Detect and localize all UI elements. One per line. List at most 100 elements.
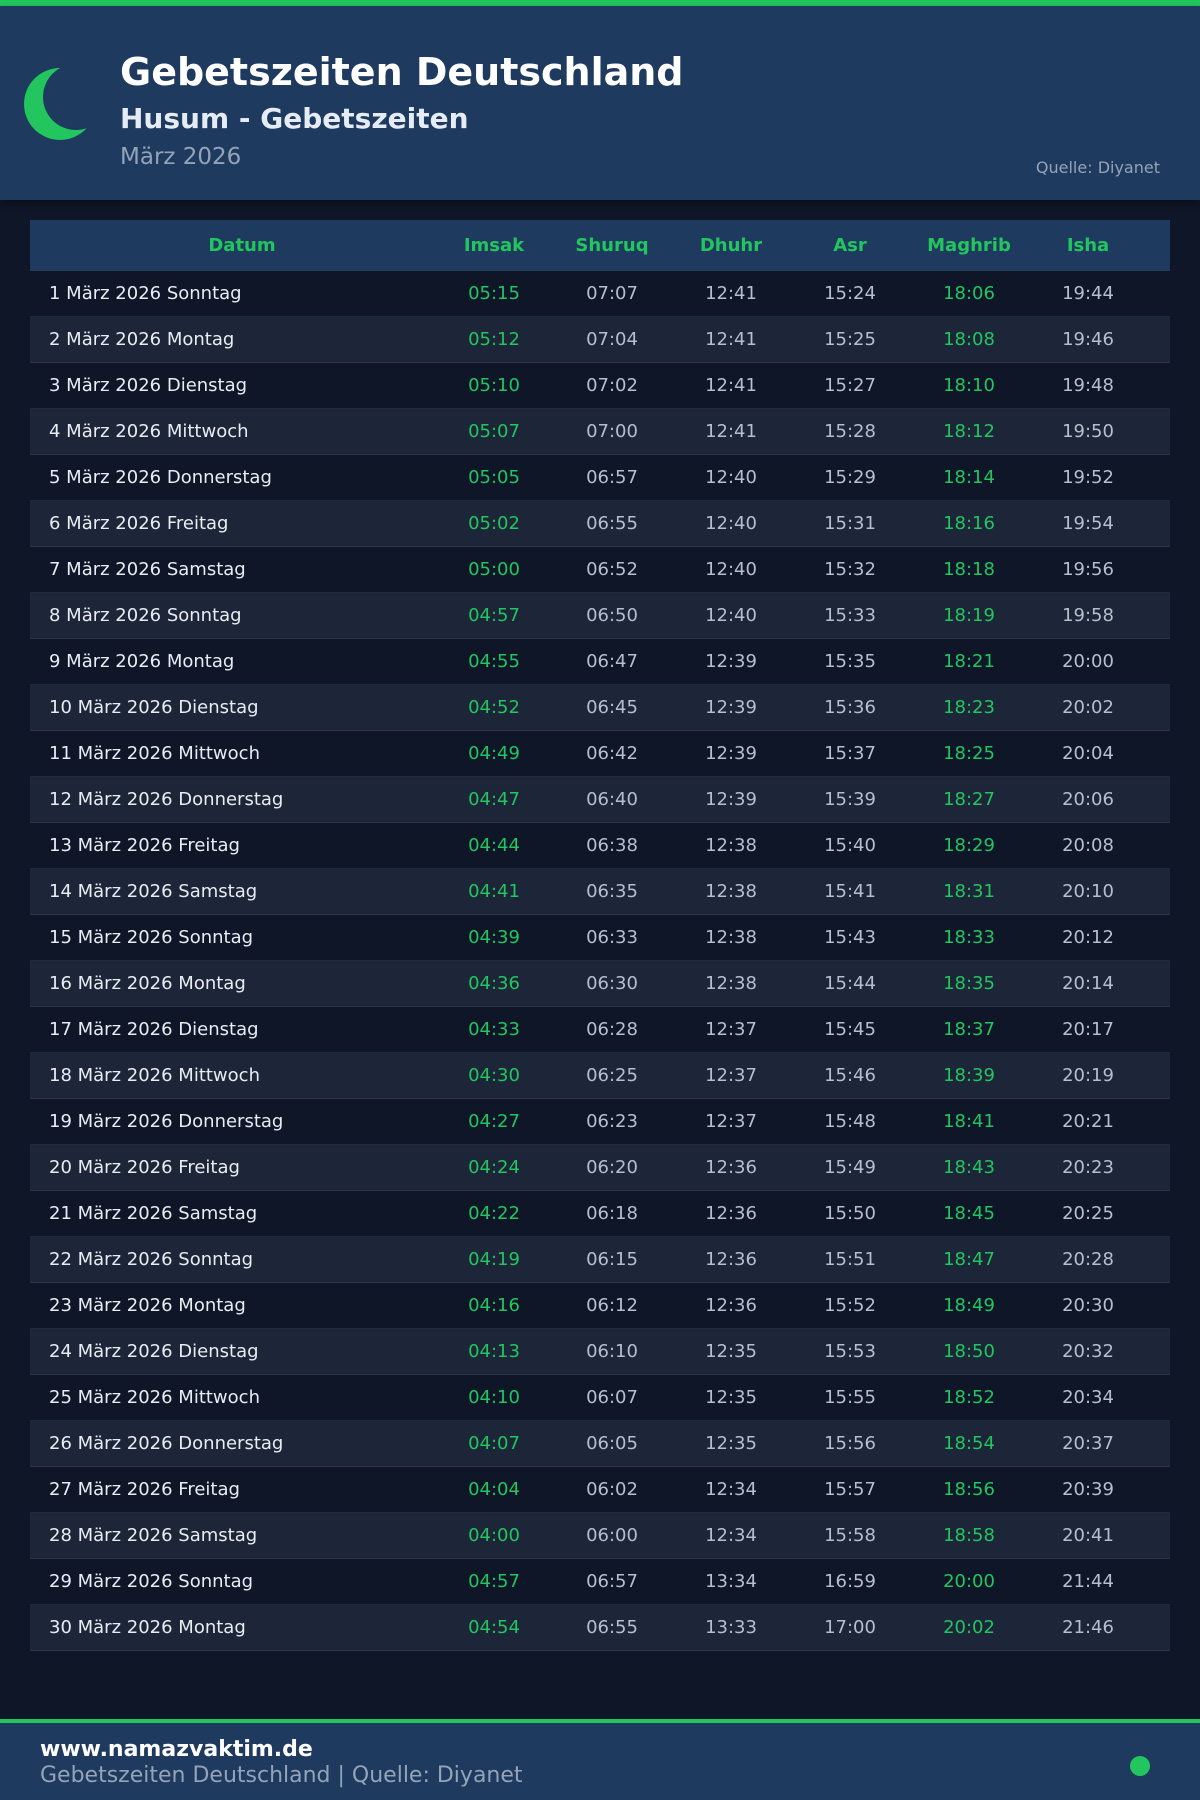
cell-maghrib: 18:50 (943, 1341, 995, 1362)
cell-shuruq: 06:02 (586, 1479, 638, 1500)
cell-dhuhr: 12:39 (705, 789, 757, 810)
table-row: 7 März 2026 Samstag 05:00 06:52 12:40 15:32 1… (30, 547, 1170, 593)
cell-date: 24 März 2026 Dienstag (49, 1341, 259, 1362)
cell-date: 1 März 2026 Sonntag (49, 283, 242, 304)
cell-isha: 20:14 (1062, 973, 1114, 994)
cell-dhuhr: 12:41 (705, 421, 757, 442)
table-row: 15 März 2026 Sonntag 04:39 06:33 12:38 15:43… (30, 915, 1170, 961)
table-row: 19 März 2026 Donnerstag 04:27 06:23 12:37 15… (30, 1099, 1170, 1145)
cell-dhuhr: 12:40 (705, 605, 757, 626)
cell-imsak: 04:47 (468, 789, 520, 810)
cell-dhuhr: 12:39 (705, 651, 757, 672)
cell-imsak: 04:10 (468, 1387, 520, 1408)
cell-dhuhr: 13:34 (705, 1571, 757, 1592)
cell-asr: 17:00 (824, 1617, 876, 1638)
cell-shuruq: 06:52 (586, 559, 638, 580)
cell-dhuhr: 12:36 (705, 1295, 757, 1316)
prayer-times-table: Datum Imsak Shuruq Dhuhr Asr Maghrib Isha 1 Mä… (30, 220, 1170, 1651)
table-row: 3 März 2026 Dienstag 05:10 07:02 12:41 15:27… (30, 363, 1170, 409)
cell-shuruq: 07:00 (586, 421, 638, 442)
cell-shuruq: 07:02 (586, 375, 638, 396)
cell-asr: 15:58 (824, 1525, 876, 1546)
cell-asr: 15:49 (824, 1157, 876, 1178)
cell-shuruq: 06:38 (586, 835, 638, 856)
cell-imsak: 04:49 (468, 743, 520, 764)
column-header-date: Datum (208, 234, 276, 256)
cell-date: 27 März 2026 Freitag (49, 1479, 240, 1500)
cell-dhuhr: 12:35 (705, 1341, 757, 1362)
cell-dhuhr: 12:39 (705, 743, 757, 764)
cell-imsak: 05:15 (468, 283, 520, 304)
cell-shuruq: 06:40 (586, 789, 638, 810)
cell-imsak: 04:41 (468, 881, 520, 902)
cell-isha: 20:23 (1062, 1157, 1114, 1178)
cell-imsak: 05:12 (468, 329, 520, 350)
cell-maghrib: 18:33 (943, 927, 995, 948)
cell-isha: 21:46 (1062, 1617, 1114, 1638)
cell-isha: 20:25 (1062, 1203, 1114, 1224)
page-footer: www.namazvaktim.de Gebetszeiten Deutschl… (0, 1723, 1200, 1800)
cell-date: 7 März 2026 Samstag (49, 559, 246, 580)
table-row: 22 März 2026 Sonntag 04:19 06:15 12:36 15:51… (30, 1237, 1170, 1283)
cell-imsak: 04:27 (468, 1111, 520, 1132)
cell-date: 18 März 2026 Mittwoch (49, 1065, 260, 1086)
table-row: 27 März 2026 Freitag 04:04 06:02 12:34 15:57… (30, 1467, 1170, 1513)
footer-url-link[interactable]: www.namazvaktim.de (40, 1737, 313, 1762)
cell-asr: 15:25 (824, 329, 876, 350)
cell-dhuhr: 12:41 (705, 283, 757, 304)
cell-imsak: 04:07 (468, 1433, 520, 1454)
cell-shuruq: 06:33 (586, 927, 638, 948)
cell-maghrib: 18:37 (943, 1019, 995, 1040)
cell-dhuhr: 12:39 (705, 697, 757, 718)
column-header-shuruq: Shuruq (575, 234, 649, 256)
cell-dhuhr: 12:35 (705, 1433, 757, 1454)
table-row: 25 März 2026 Mittwoch 04:10 06:07 12:35 15:5… (30, 1375, 1170, 1421)
cell-imsak: 05:00 (468, 559, 520, 580)
cell-asr: 15:32 (824, 559, 876, 580)
cell-asr: 15:27 (824, 375, 876, 396)
cell-asr: 15:51 (824, 1249, 876, 1270)
cell-isha: 19:54 (1062, 513, 1114, 534)
table-row: 1 März 2026 Sonntag 05:15 07:07 12:41 15:24 1… (30, 271, 1170, 317)
cell-date: 19 März 2026 Donnerstag (49, 1111, 284, 1132)
cell-imsak: 04:00 (468, 1525, 520, 1546)
cell-isha: 20:06 (1062, 789, 1114, 810)
cell-isha: 19:46 (1062, 329, 1114, 350)
cell-maghrib: 20:00 (943, 1571, 995, 1592)
table-row: 26 März 2026 Donnerstag 04:07 06:05 12:35 15… (30, 1421, 1170, 1467)
cell-shuruq: 06:55 (586, 513, 638, 534)
table-row: 14 März 2026 Samstag 04:41 06:35 12:38 15:41… (30, 869, 1170, 915)
cell-date: 17 März 2026 Dienstag (49, 1019, 259, 1040)
cell-maghrib: 20:02 (943, 1617, 995, 1638)
cell-date: 16 März 2026 Montag (49, 973, 246, 994)
cell-shuruq: 06:50 (586, 605, 638, 626)
cell-dhuhr: 12:36 (705, 1203, 757, 1224)
cell-isha: 19:56 (1062, 559, 1114, 580)
table-row: 11 März 2026 Mittwoch 04:49 06:42 12:39 15:3… (30, 731, 1170, 777)
cell-imsak: 04:13 (468, 1341, 520, 1362)
cell-dhuhr: 13:33 (705, 1617, 757, 1638)
cell-imsak: 04:44 (468, 835, 520, 856)
cell-shuruq: 06:47 (586, 651, 638, 672)
cell-imsak: 04:16 (468, 1295, 520, 1316)
source-label: Quelle: Diyanet (1035, 158, 1160, 177)
cell-shuruq: 06:55 (586, 1617, 638, 1638)
footer-accent-line (0, 1719, 1200, 1723)
cell-isha: 20:39 (1062, 1479, 1114, 1500)
cell-maghrib: 18:54 (943, 1433, 995, 1454)
page-header: Gebetszeiten Deutschland Husum - Gebetsz… (0, 6, 1200, 200)
cell-maghrib: 18:10 (943, 375, 995, 396)
cell-shuruq: 06:18 (586, 1203, 638, 1224)
cell-asr: 15:46 (824, 1065, 876, 1086)
cell-dhuhr: 12:37 (705, 1065, 757, 1086)
cell-maghrib: 18:47 (943, 1249, 995, 1270)
cell-dhuhr: 12:38 (705, 881, 757, 902)
cell-shuruq: 06:28 (586, 1019, 638, 1040)
cell-asr: 15:24 (824, 283, 876, 304)
table-row: 24 März 2026 Dienstag 04:13 06:10 12:35 15:5… (30, 1329, 1170, 1375)
table-row: 4 März 2026 Mittwoch 05:07 07:00 12:41 15:28… (30, 409, 1170, 455)
cell-asr: 15:44 (824, 973, 876, 994)
cell-asr: 15:52 (824, 1295, 876, 1316)
cell-imsak: 04:33 (468, 1019, 520, 1040)
cell-imsak: 04:39 (468, 927, 520, 948)
